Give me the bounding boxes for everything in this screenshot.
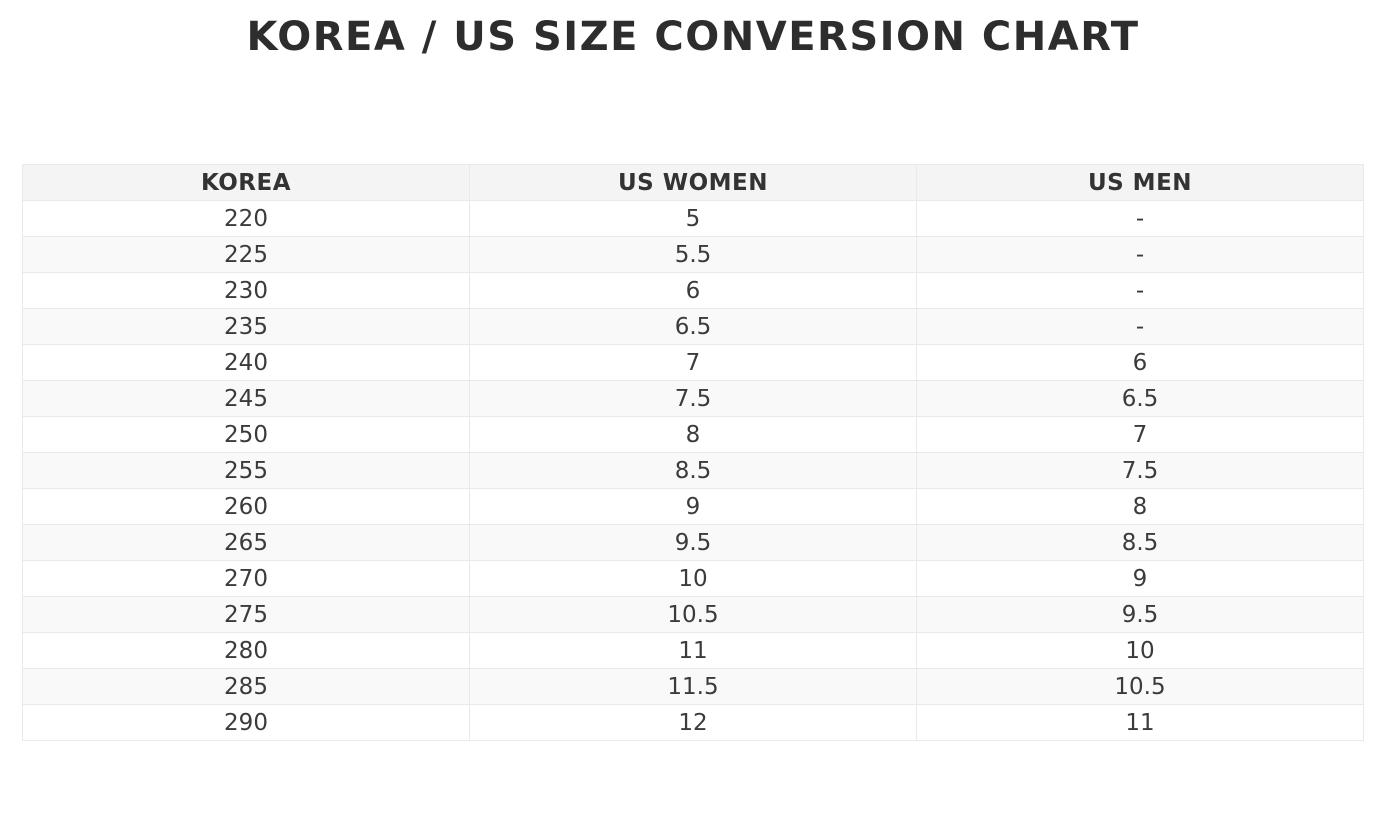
table-row: 255 8.5 7.5 — [22, 452, 1364, 489]
table-row: 275 10.5 9.5 — [22, 596, 1364, 633]
table-row: 225 5.5- — [22, 236, 1364, 273]
table-cell: 290 — [22, 704, 470, 741]
table-cell: 225 — [22, 236, 470, 273]
table-cell: 280 — [22, 632, 470, 669]
table-cell: 6.5 — [916, 380, 1364, 417]
table-cell: 8.5 — [916, 524, 1364, 561]
table-cell: 6 — [469, 272, 917, 309]
table-cell: 245 — [22, 380, 470, 417]
table-cell: 7 — [469, 344, 917, 381]
table-cell: 265 — [22, 524, 470, 561]
table-row: 285 11.5 10.5 — [22, 668, 1364, 705]
table-row: 270 10 9 — [22, 560, 1364, 597]
table-cell: 11.5 — [469, 668, 917, 705]
table-cell: 9 — [916, 560, 1364, 597]
table-container: KOREA US WOMEN US MEN 220 5-225 5.5-230 6-2… — [22, 164, 1364, 741]
table-cell: 275 — [22, 596, 470, 633]
table-cell: 220 — [22, 200, 470, 237]
table-cell: 10 — [916, 632, 1364, 669]
table-cell: 10.5 — [469, 596, 917, 633]
table-cell: 8 — [469, 416, 917, 453]
table-body: 220 5-225 5.5-230 6-235 6.5-240 7 6 245 7.5 6.5 25… — [22, 200, 1364, 741]
table-row: 250 8 7 — [22, 416, 1364, 453]
page-title: KOREA / US SIZE CONVERSION CHART — [246, 14, 1140, 60]
table-cell: 255 — [22, 452, 470, 489]
table-row: 265 9.5 8.5 — [22, 524, 1364, 561]
table-cell: 7.5 — [469, 380, 917, 417]
table-cell: 230 — [22, 272, 470, 309]
table-row: 290 12 11 — [22, 704, 1364, 741]
table-cell: 11 — [469, 632, 917, 669]
table-row: 230 6- — [22, 272, 1364, 309]
table-row: 240 7 6 — [22, 344, 1364, 381]
table-cell: 8.5 — [469, 452, 917, 489]
table-cell: 7.5 — [916, 452, 1364, 489]
table-cell: 9 — [469, 488, 917, 525]
column-header-us-women: US WOMEN — [469, 164, 917, 201]
table-cell: 9.5 — [916, 596, 1364, 633]
table-head: KOREA US WOMEN US MEN — [22, 164, 1364, 201]
column-header-us-men: US MEN — [916, 164, 1364, 201]
table-cell: 7 — [916, 416, 1364, 453]
table-cell: 11 — [916, 704, 1364, 741]
table-row: 220 5- — [22, 200, 1364, 237]
table-cell: 10.5 — [916, 668, 1364, 705]
table-cell: - — [916, 236, 1364, 273]
table-cell: 270 — [22, 560, 470, 597]
table-cell: - — [916, 308, 1364, 345]
table-cell: 260 — [22, 488, 470, 525]
table-cell: 240 — [22, 344, 470, 381]
table-cell: 5.5 — [469, 236, 917, 273]
table-cell: 10 — [469, 560, 917, 597]
table-cell: 6 — [916, 344, 1364, 381]
table-cell: 250 — [22, 416, 470, 453]
table-cell: 9.5 — [469, 524, 917, 561]
table-row: 260 9 8 — [22, 488, 1364, 525]
table-cell: - — [916, 200, 1364, 237]
table-row: 280 11 10 — [22, 632, 1364, 669]
size-conversion-table: KOREA US WOMEN US MEN 220 5-225 5.5-230 6-2… — [22, 164, 1364, 741]
table-cell: 6.5 — [469, 308, 917, 345]
table-cell: 285 — [22, 668, 470, 705]
table-cell: 8 — [916, 488, 1364, 525]
table-cell: 5 — [469, 200, 917, 237]
table-header-row: KOREA US WOMEN US MEN — [22, 164, 1364, 201]
table-cell: - — [916, 272, 1364, 309]
table-cell: 12 — [469, 704, 917, 741]
table-row: 235 6.5- — [22, 308, 1364, 345]
table-cell: 235 — [22, 308, 470, 345]
table-row: 245 7.5 6.5 — [22, 380, 1364, 417]
column-header-korea: KOREA — [22, 164, 470, 201]
